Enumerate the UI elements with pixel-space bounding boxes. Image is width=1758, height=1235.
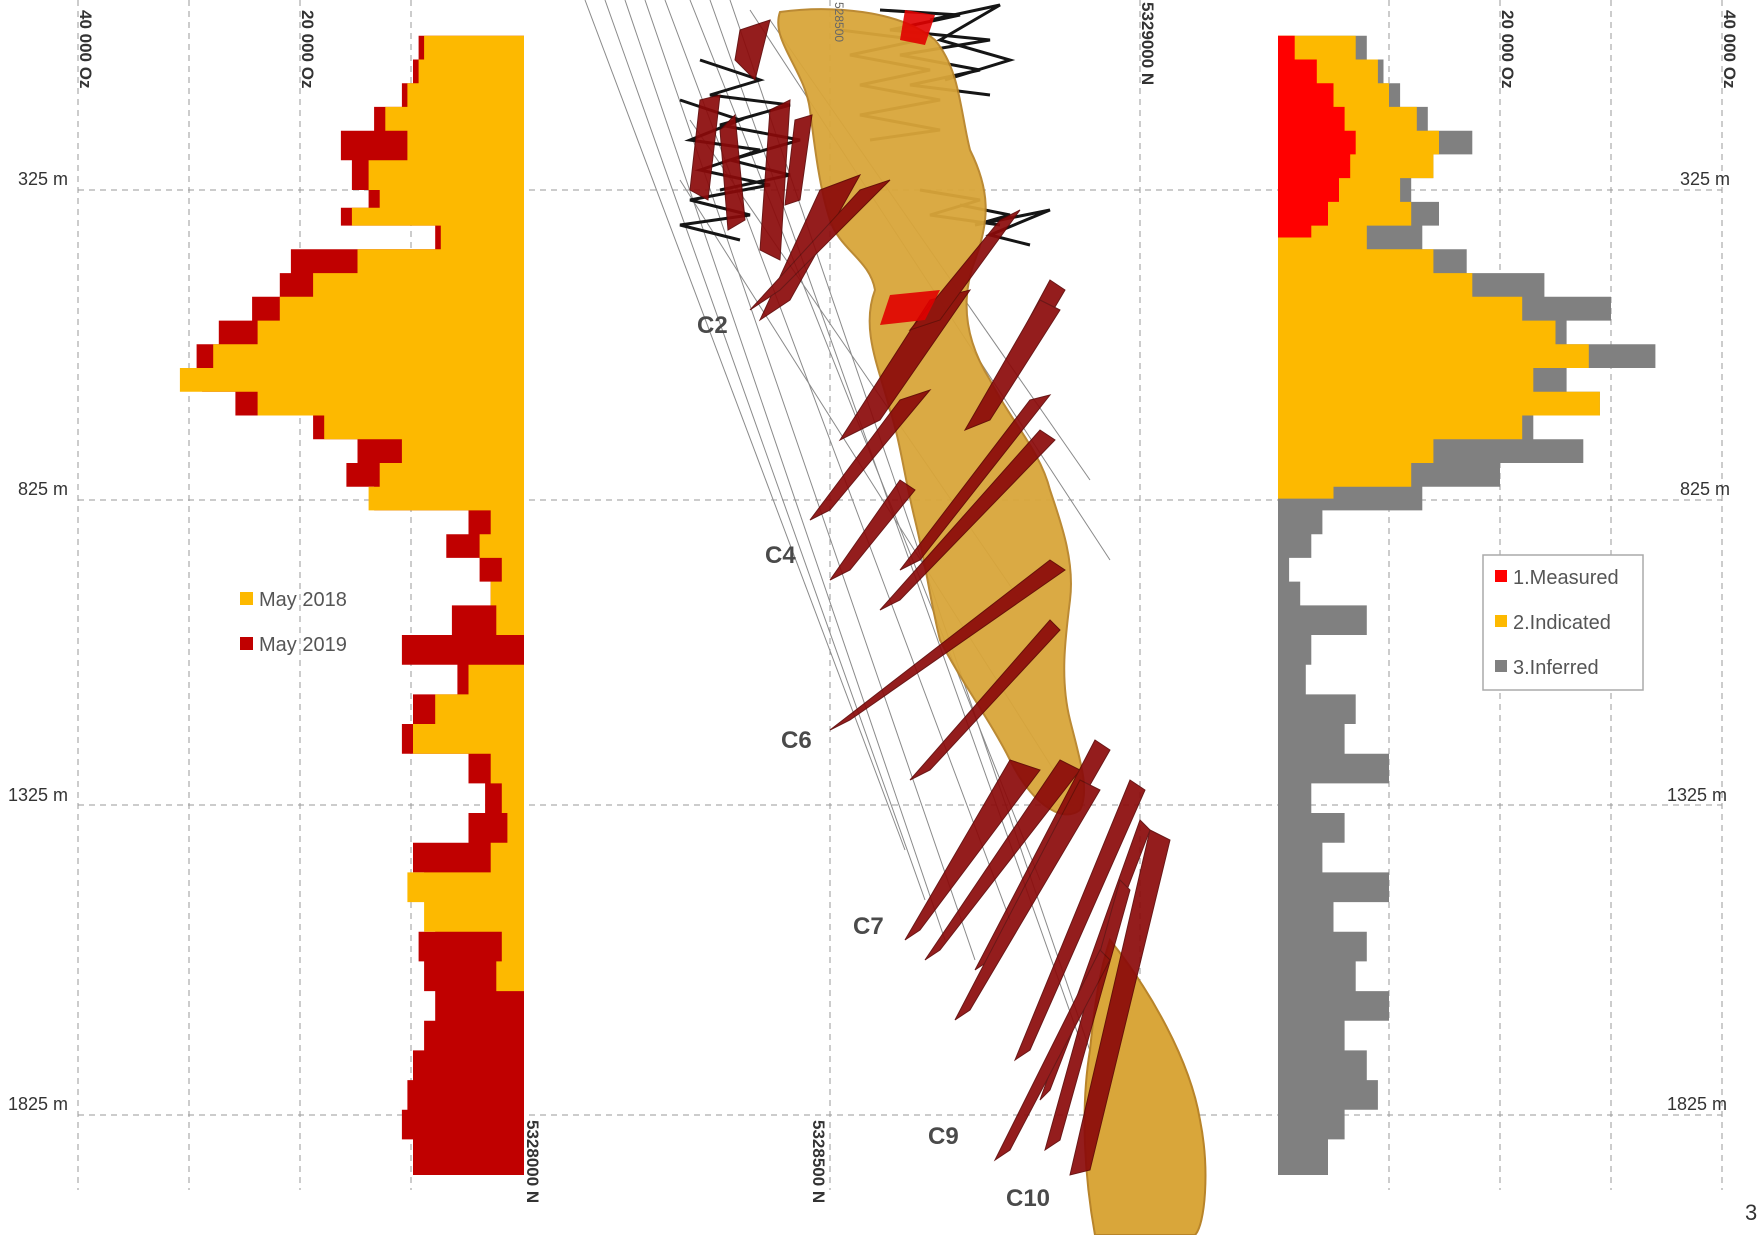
zone-label-c2: C2 [697, 312, 728, 339]
legend-label-may-2018: May 2018 [259, 589, 347, 611]
legend-swatch-may-2019 [240, 637, 253, 650]
legend-swatch-may-2018 [240, 592, 253, 605]
zone-label-c4: C4 [765, 542, 796, 569]
zone-labels: C2 C4 C6 C7 C9 C10 [697, 312, 1050, 1212]
right-depth-1325: 1325 m [1667, 785, 1727, 805]
left-chart-series [179, 12, 524, 1175]
zone-label-c6: C6 [781, 727, 812, 754]
bottom-axis-labels: 5328000 N 5328500 N [523, 1120, 828, 1203]
legend-swatch-measured [1495, 570, 1507, 582]
legend-label-inferred: 3.Inferred [1513, 657, 1599, 679]
left-legend: May 2018 May 2019 [240, 589, 347, 656]
zone-label-c7: C7 [853, 913, 884, 940]
mineralized-shell [777, 8, 1086, 816]
right-chart-series [1278, 12, 1656, 1175]
right-area--measured [1278, 12, 1356, 238]
legend-label-measured: 1.Measured [1513, 567, 1619, 589]
left-depth-325: 325 m [18, 169, 68, 189]
legend-swatch-inferred [1495, 660, 1507, 672]
section-illustration [584, 0, 1207, 1235]
right-tick-20000: 20 000 Oz [1498, 10, 1517, 88]
right-depth-1825: 1825 m [1667, 1094, 1727, 1114]
left-depth-labels: 325 m 825 m 1325 m 1825 m [8, 169, 68, 1114]
page-number: 3 [1745, 1200, 1757, 1225]
legend-label-may-2019: May 2019 [259, 634, 347, 656]
left-depth-1325: 1325 m [8, 785, 68, 805]
zone-label-c9: C9 [928, 1123, 959, 1150]
left-depth-1825: 1825 m [8, 1094, 68, 1114]
left-area-may-2018 [179, 12, 524, 1175]
left-bottom-5328000: 5328000 N [523, 1120, 542, 1203]
right-depth-825: 825 m [1680, 479, 1730, 499]
legend-swatch-indicated [1495, 615, 1507, 627]
right-legend: 1.Measured 2.Indicated 3.Inferred [1482, 554, 1644, 691]
right-tick-40000: 40 000 Oz [1720, 10, 1739, 88]
right-depth-labels: 325 m 825 m 1325 m 1825 m [1667, 169, 1730, 1114]
section-top-528500: 528500 [832, 2, 846, 42]
left-tick-20000: 20 000 Oz [298, 10, 317, 88]
zone-label-c10: C10 [1006, 1185, 1050, 1212]
section-bottom-5328500: 5328500 N [809, 1120, 828, 1203]
top-axis-labels: 40 000 Oz 20 000 Oz 5329000 N 528500 20 … [76, 2, 1739, 88]
section-top-5329000: 5329000 N [1138, 2, 1157, 85]
right-area--indicated [1278, 12, 1600, 499]
zone-lenses [689, 19, 1171, 1176]
legend-label-indicated: 2.Indicated [1513, 612, 1611, 634]
measured-highlights [880, 10, 940, 325]
left-depth-825: 825 m [18, 479, 68, 499]
right-depth-325: 325 m [1680, 169, 1730, 189]
legend-box [1482, 554, 1644, 691]
left-tick-40000: 40 000 Oz [76, 10, 95, 88]
depth-gridlines [78, 189, 1722, 1116]
